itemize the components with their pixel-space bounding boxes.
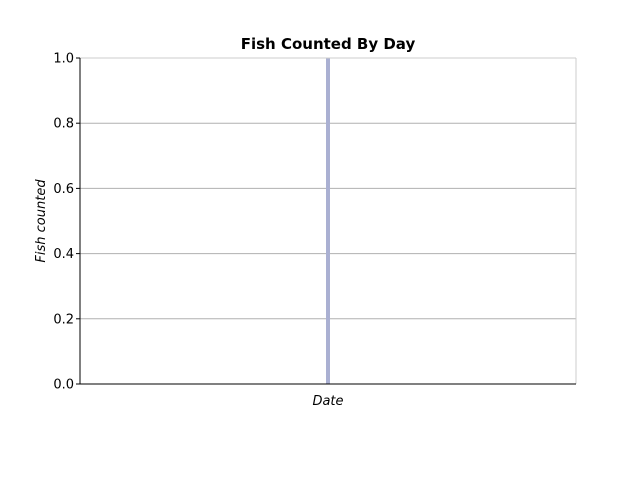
bar <box>326 58 330 384</box>
y-tick-label: 0.8 <box>53 117 74 132</box>
bar-series <box>326 58 330 384</box>
x-axis-label: Date <box>312 394 343 409</box>
plot-frame <box>79 57 577 385</box>
y-tick-label: 0.6 <box>53 182 74 197</box>
y-axis-ticks: 0.0 0.2 0.4 0.6 0.8 1.0 <box>53 52 80 393</box>
y-tick-label: 0.4 <box>53 247 74 262</box>
y-tick-label: 1.0 <box>53 52 74 67</box>
y-tick-label: 0.0 <box>53 378 74 393</box>
chart-title: Fish Counted By Day <box>241 35 416 53</box>
y-axis-label: Fish counted <box>34 179 49 263</box>
y-tick-label: 0.2 <box>53 312 74 327</box>
